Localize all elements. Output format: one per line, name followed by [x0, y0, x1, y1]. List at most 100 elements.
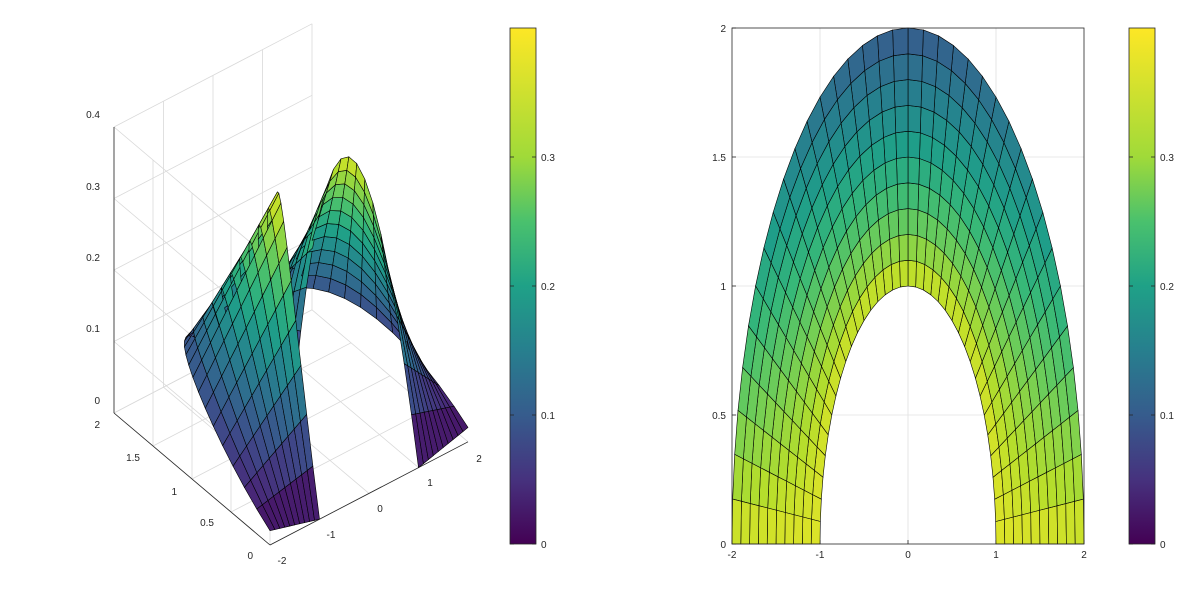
surface-patch [897, 208, 909, 236]
surface-patch [907, 156, 920, 185]
colorbar-tick-label: 0 [541, 540, 547, 551]
surface-patch [1011, 485, 1023, 518]
surface-patch [907, 182, 920, 211]
surface-patch [793, 514, 804, 545]
surface-patch [883, 132, 897, 164]
surface-3d-plot: 0.4 0.3 0.2 0.1 0 2 1.5 1 0.5 0 -2 -1 0 … [86, 23, 482, 567]
y-tick-label: 1 [720, 282, 726, 293]
colorbar-ticks: 0 0.1 0.2 0.3 [1160, 153, 1174, 551]
y-tick-label: 1.5 [126, 453, 140, 464]
x-tick-label: 0 [377, 504, 383, 515]
grid-line [113, 94, 313, 199]
x-tick-label: 0 [905, 550, 911, 561]
surface-patch [907, 234, 918, 262]
surface-patch [1004, 516, 1014, 545]
surface-patch [810, 518, 821, 545]
surface-patch [907, 79, 923, 108]
surface-patch [766, 507, 777, 545]
surface-patch [758, 505, 769, 545]
y-tick-label: 0 [720, 540, 726, 551]
colorbar-tick-label: 0.2 [1160, 282, 1174, 293]
y-tick-label: 2 [720, 24, 726, 35]
surface-patch [802, 516, 812, 545]
surface-patch [893, 79, 909, 108]
surface-patch [321, 236, 338, 252]
surface-patch [731, 498, 742, 545]
surface-patch [899, 259, 909, 288]
surface-patch [907, 208, 919, 236]
surface-patch [449, 405, 469, 432]
x-axis-line [269, 441, 469, 546]
surface-patch [917, 183, 930, 215]
grid-line [113, 166, 313, 271]
z-tick-label: 0.4 [86, 110, 100, 121]
colorbar-tick-label: 0.1 [541, 411, 555, 422]
surface-patch [315, 262, 334, 279]
y-tick-label: 1 [171, 487, 177, 498]
y-axis-line [113, 412, 271, 546]
surface-patch [919, 132, 933, 164]
surface-patch [811, 494, 822, 522]
surface-patch [884, 158, 898, 189]
surface-patch [323, 223, 340, 239]
3d-surface [184, 156, 469, 532]
x-tick-label: 2 [1081, 550, 1087, 561]
surface-patch [895, 130, 909, 159]
x-tick-label: -1 [327, 530, 336, 541]
surface-patch [893, 53, 909, 82]
surface-patch [907, 53, 923, 82]
surface-patch [907, 259, 917, 288]
surface-patch [732, 453, 744, 502]
surface-patch [1030, 509, 1041, 545]
surface-patch [907, 130, 921, 159]
surface-patch [881, 106, 897, 138]
surface-patch [886, 183, 899, 215]
surface-patch [749, 503, 760, 545]
surface-patch [775, 509, 786, 545]
x-tick-label: -2 [728, 550, 737, 561]
surface-patch [995, 518, 1006, 545]
surface-patch [916, 209, 929, 240]
surface-patch [894, 105, 909, 134]
surface-patch [919, 106, 935, 138]
surface-patch [1056, 503, 1067, 545]
2d-surface [731, 27, 1085, 545]
x-tick-label: 1 [427, 478, 433, 489]
z-tick-label: 0.1 [86, 324, 100, 335]
surface-patch [793, 485, 805, 518]
colorbar-right: 0 0.1 0.2 0.3 [1128, 27, 1174, 551]
surface-patch [1065, 500, 1076, 545]
surface-patch [318, 249, 336, 266]
surface-patch [1021, 512, 1032, 545]
colorbar-left: 0 0.1 0.2 0.3 [509, 27, 555, 551]
surface-patch [1072, 453, 1084, 502]
x-tick-label: -1 [816, 550, 825, 561]
surface-patch [784, 512, 795, 545]
grid-line [113, 126, 271, 260]
z-tick-label: 0 [94, 396, 100, 407]
surface-patch [1047, 505, 1058, 545]
surface-patch [784, 480, 796, 516]
surface-patch [1074, 498, 1085, 545]
colorbar-tick-label: 0 [1160, 540, 1166, 551]
x-tick-label: -2 [278, 556, 287, 567]
grid-line [113, 23, 313, 128]
surface-patch [1003, 489, 1014, 520]
surface-patch [907, 105, 922, 134]
z-tick-label: 0.3 [86, 182, 100, 193]
x-tick-label: 2 [476, 454, 482, 465]
surface-patch [922, 29, 939, 62]
3d-tick-labels: 0.4 0.3 0.2 0.1 0 2 1.5 1 0.5 0 -2 -1 0 … [86, 110, 482, 567]
surface-patch [907, 27, 924, 57]
surface-patch [1020, 480, 1032, 516]
y-tick-label: 0.5 [200, 518, 214, 529]
surface-patch [915, 260, 926, 291]
surface-patch [740, 500, 751, 545]
colorbar-gradient [509, 27, 537, 545]
y-tick-label: 2 [94, 420, 100, 431]
surface-patch [896, 182, 909, 211]
y-tick-label: 0 [247, 551, 253, 562]
surface-patch [326, 210, 342, 225]
surface-top-view-plot: -2 -1 0 1 2 0 0.5 1 1.5 2 [712, 24, 1087, 561]
